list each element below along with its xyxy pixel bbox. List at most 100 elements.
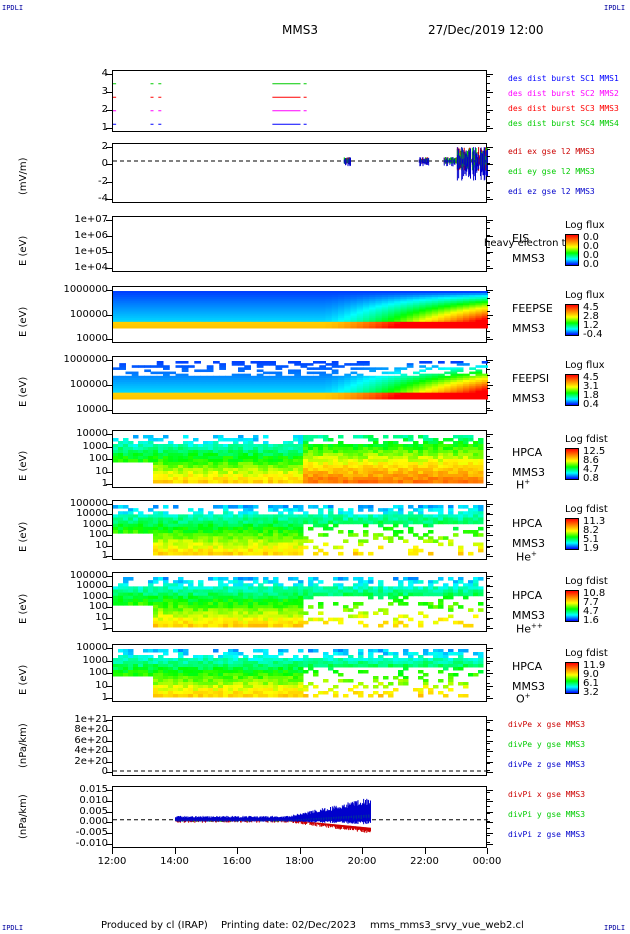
- spectrogram-cell: [228, 530, 234, 534]
- spectrogram-cell: [198, 542, 204, 547]
- spectrogram-cell: [394, 297, 401, 300]
- spectrogram-cell: [150, 299, 158, 302]
- panel-plot-1: [113, 147, 488, 181]
- ytick-mark: [106, 535, 112, 537]
- spectrogram-cell: [203, 598, 209, 603]
- spectrogram-cell: [444, 291, 451, 294]
- spectrogram-cell: [225, 313, 233, 317]
- spectrogram-cell: [243, 508, 249, 512]
- spectrogram-cell: [450, 382, 458, 385]
- spectrogram-cell: [431, 388, 439, 392]
- spectrogram-cell: [400, 323, 408, 327]
- spectrogram-cell: [144, 365, 151, 368]
- spectrogram-cell: [343, 459, 349, 463]
- spectrogram-cell: [150, 386, 158, 389]
- spectrogram-cell: [303, 441, 309, 445]
- spectrogram-cell: [368, 435, 374, 439]
- spectrogram-cell: [300, 301, 308, 304]
- spectrogram-cell: [353, 480, 359, 484]
- spectrogram-cell: [268, 602, 274, 606]
- spectrogram-cell: [456, 361, 464, 364]
- spectrogram-cell: [193, 533, 199, 537]
- spectrogram-cell: [156, 323, 164, 327]
- spectrogram-cell: [178, 456, 184, 460]
- spectrogram-cell: [150, 396, 158, 400]
- colorbar-value: 4.7: [583, 606, 599, 617]
- spectrogram-cell: [294, 311, 301, 315]
- spectrogram-cell: [131, 373, 139, 377]
- spectrogram-cell: [438, 303, 445, 306]
- spectrogram-cell: [183, 517, 189, 522]
- spectrogram-cell: [168, 542, 174, 547]
- spectrogram-cell: [238, 313, 245, 317]
- spectrogram-cell: [178, 539, 184, 543]
- spectrogram-cell: [458, 517, 464, 522]
- spectrogram-cell: [406, 297, 414, 300]
- spectrogram-cell: [168, 447, 174, 451]
- spectrogram-cell: [463, 394, 470, 398]
- spectrogram-cell: [408, 450, 414, 454]
- spectrogram-cell: [223, 523, 229, 528]
- spectrogram-cell: [156, 384, 164, 387]
- spectrogram-cell: [294, 295, 301, 298]
- spectrogram-cell: [158, 444, 164, 448]
- spectrogram-cell: [193, 548, 199, 553]
- spectrogram-cell: [318, 477, 324, 481]
- spectrogram-cell: [475, 293, 483, 296]
- spectrogram-cell: [200, 323, 208, 327]
- spectrogram-cell: [258, 536, 264, 540]
- spectrogram-cell: [469, 299, 476, 302]
- spectrogram-cell: [306, 380, 314, 383]
- spectrogram-cell: [223, 542, 229, 547]
- spectrogram-cell: [253, 450, 259, 454]
- spectrogram-cell: [219, 363, 226, 366]
- ytick-mark: [487, 199, 493, 200]
- spectrogram-cell: [133, 456, 139, 460]
- spectrogram-cell: [358, 447, 364, 451]
- spectrogram-cell: [288, 545, 294, 550]
- spectrogram-cell: [475, 301, 483, 304]
- spectrogram-cell: [269, 315, 276, 319]
- spectrogram-cell: [178, 586, 184, 590]
- spectrogram-cell: [288, 517, 294, 522]
- spectrogram-cell: [444, 367, 451, 370]
- spectrogram-cell: [423, 465, 429, 469]
- spectrogram-cell: [238, 297, 245, 300]
- spectrogram-cell: [113, 305, 120, 308]
- spectrogram-cell: [113, 375, 120, 379]
- spectrogram-cell: [369, 309, 376, 313]
- spectrogram-cell: [331, 319, 339, 323]
- spectrogram-cell: [288, 474, 294, 478]
- ytick-label: 1000000: [63, 354, 108, 365]
- spectrogram-cell: [428, 536, 434, 540]
- spectrogram-cell: [178, 551, 184, 556]
- spectrogram-cell: [138, 365, 145, 368]
- spectrogram-cell: [188, 617, 194, 622]
- spectrogram-cell: [298, 583, 304, 587]
- spectrogram-cell: [144, 319, 151, 323]
- spectrogram-cell: [263, 548, 269, 553]
- spectrogram-cell: [213, 295, 220, 298]
- spectrogram-cell: [288, 508, 294, 512]
- spectrogram-cell: [358, 453, 364, 457]
- spectrogram-cell: [113, 307, 120, 310]
- spectrogram-cell: [373, 459, 379, 463]
- spectrogram-cell: [406, 303, 414, 306]
- spectrogram-cell: [133, 598, 139, 603]
- spectrogram-cell: [244, 315, 251, 319]
- spectrogram-cell: [458, 551, 464, 556]
- spectrogram-cell: [188, 480, 194, 484]
- spectrogram-cell: [198, 480, 204, 484]
- spectrogram-cell: [475, 382, 483, 385]
- spectrogram-cell: [268, 453, 274, 457]
- spectrogram-cell: [206, 377, 214, 381]
- spectrogram-cell: [213, 586, 219, 590]
- spectrogram-cell: [193, 462, 199, 466]
- spectrogram-cell: [168, 608, 174, 612]
- spectrogram-cell: [175, 311, 183, 315]
- ytick-mark: [487, 535, 493, 537]
- spectrogram-cell: [193, 480, 199, 484]
- spectrogram-cell: [363, 394, 370, 398]
- spectrogram-cell: [394, 317, 401, 321]
- spectrogram-cell: [294, 307, 301, 310]
